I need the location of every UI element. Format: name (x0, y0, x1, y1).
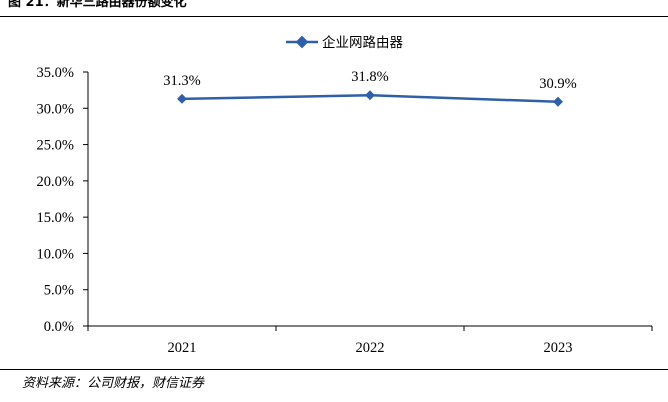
data-label: 30.9% (539, 76, 576, 92)
data-label: 31.3% (163, 73, 200, 89)
series-layer: 31.3% 31.8% 30.9% (163, 69, 577, 107)
figure-title: 图 21：新华三路由器份额变化 (8, 0, 187, 10)
data-point-marker (553, 96, 563, 107)
y-tick-label: 30.0% (37, 101, 74, 117)
y-tick-label: 35.0% (37, 65, 74, 81)
data-point-marker (177, 93, 187, 104)
y-tick-label: 15.0% (37, 210, 74, 226)
legend-series-name: 企业网路由器 (322, 34, 403, 51)
y-tick-label: 5.0% (44, 283, 74, 299)
bottom-rule (0, 369, 668, 370)
y-tick-label: 10.0% (37, 246, 74, 262)
top-rule (0, 16, 668, 17)
source-note: 资料来源：公司财报，财信证券 (22, 376, 205, 391)
x-tick-label: 2021 (168, 340, 197, 356)
data-label: 31.8% (351, 69, 388, 85)
x-axis-ticks: 2021 2022 2023 (87, 326, 653, 356)
x-tick-label: 2023 (544, 340, 573, 356)
data-point-marker (365, 90, 375, 101)
legend-marker-icon (295, 35, 309, 49)
y-tick-label: 20.0% (37, 174, 74, 190)
y-axis-ticks: 0.0% 5.0% 10.0% 15.0% 20.0% 25.0% 30.0% 35.0% (37, 65, 88, 335)
axes (87, 72, 652, 327)
y-tick-label: 0.0% (44, 319, 74, 335)
legend: 企业网路由器 (286, 34, 403, 51)
y-tick-label: 25.0% (37, 138, 74, 154)
x-tick-label: 2022 (356, 340, 385, 356)
